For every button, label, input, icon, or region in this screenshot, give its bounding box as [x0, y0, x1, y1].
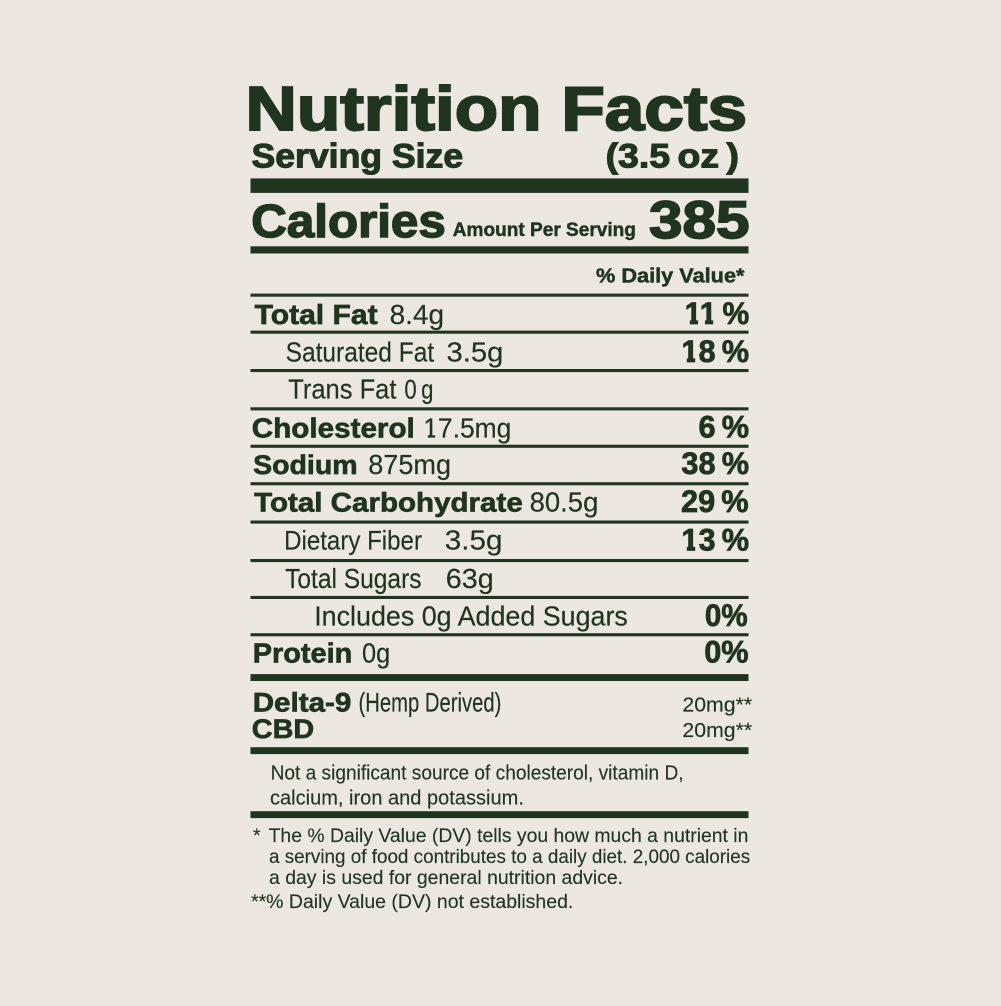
- svg-text:875mg: 875mg: [368, 449, 451, 480]
- svg-text:8.4g: 8.4g: [390, 299, 444, 330]
- svg-text:Saturated Fat: Saturated Fat: [286, 338, 435, 367]
- svg-text:0%: 0%: [704, 634, 748, 670]
- svg-text:0g: 0g: [362, 637, 390, 668]
- svg-text:80.5g: 80.5g: [530, 486, 599, 517]
- svg-text:Total Carbohydrate: Total Carbohydrate: [254, 487, 523, 518]
- svg-text:% Daily Value*: % Daily Value*: [596, 265, 745, 287]
- svg-text:Serving Size: Serving Size: [252, 137, 464, 175]
- svg-text:0 g: 0 g: [404, 375, 433, 405]
- svg-text:Protein: Protein: [253, 638, 353, 668]
- svg-text:0%: 0%: [705, 597, 748, 633]
- svg-text:6 %: 6 %: [698, 409, 749, 445]
- svg-text:Total Sugars: Total Sugars: [285, 563, 421, 595]
- svg-text:Not a significant source of ch: Not a significant source of cholesterol,…: [271, 762, 684, 784]
- svg-text:Calories: Calories: [251, 196, 445, 247]
- svg-text:18 %: 18 %: [681, 333, 749, 369]
- svg-text:63g: 63g: [446, 564, 494, 594]
- svg-text:calcium, iron and potassium.: calcium, iron and potassium.: [270, 787, 524, 809]
- svg-text:(Hemp Derived): (Hemp Derived): [359, 688, 502, 719]
- svg-text:**% Daily Value (DV) not estab: **% Daily Value (DV) not established.: [251, 891, 573, 913]
- svg-text:38 %: 38 %: [681, 446, 749, 482]
- svg-text:The % Daily Value (DV) tells y: The % Daily Value (DV) tells you how muc…: [269, 825, 749, 847]
- svg-text:*: *: [253, 825, 261, 847]
- svg-text:a day is used for general nutr: a day is used for general nutrition advi…: [269, 867, 623, 889]
- svg-text:3.5g: 3.5g: [445, 526, 503, 557]
- svg-text:CBD: CBD: [252, 714, 314, 744]
- svg-text:29 %: 29 %: [681, 484, 749, 520]
- svg-text:385: 385: [649, 191, 750, 250]
- svg-text:Dietary Fiber: Dietary Fiber: [284, 526, 422, 556]
- svg-text:Cholesterol: Cholesterol: [252, 413, 415, 444]
- svg-text:Includes 0g Added Sugars: Includes 0g Added Sugars: [314, 600, 628, 631]
- svg-text:Nutrition Facts: Nutrition Facts: [246, 75, 748, 144]
- svg-text:Sodium: Sodium: [253, 450, 357, 480]
- svg-text:a serving of food contributes: a serving of food contributes to a daily…: [269, 847, 750, 868]
- svg-text:Total Fat: Total Fat: [255, 300, 378, 330]
- svg-text:Delta-9: Delta-9: [253, 688, 352, 717]
- svg-text:20mg**: 20mg**: [682, 694, 752, 716]
- svg-text:(3.5 oz ): (3.5 oz ): [606, 136, 739, 175]
- svg-text:13 %: 13 %: [681, 522, 749, 558]
- svg-text:3.5g: 3.5g: [447, 336, 504, 367]
- svg-text:20mg**: 20mg**: [682, 719, 752, 741]
- svg-text:Trans Fat: Trans Fat: [288, 374, 397, 405]
- svg-text:Amount Per Serving: Amount Per Serving: [453, 220, 636, 241]
